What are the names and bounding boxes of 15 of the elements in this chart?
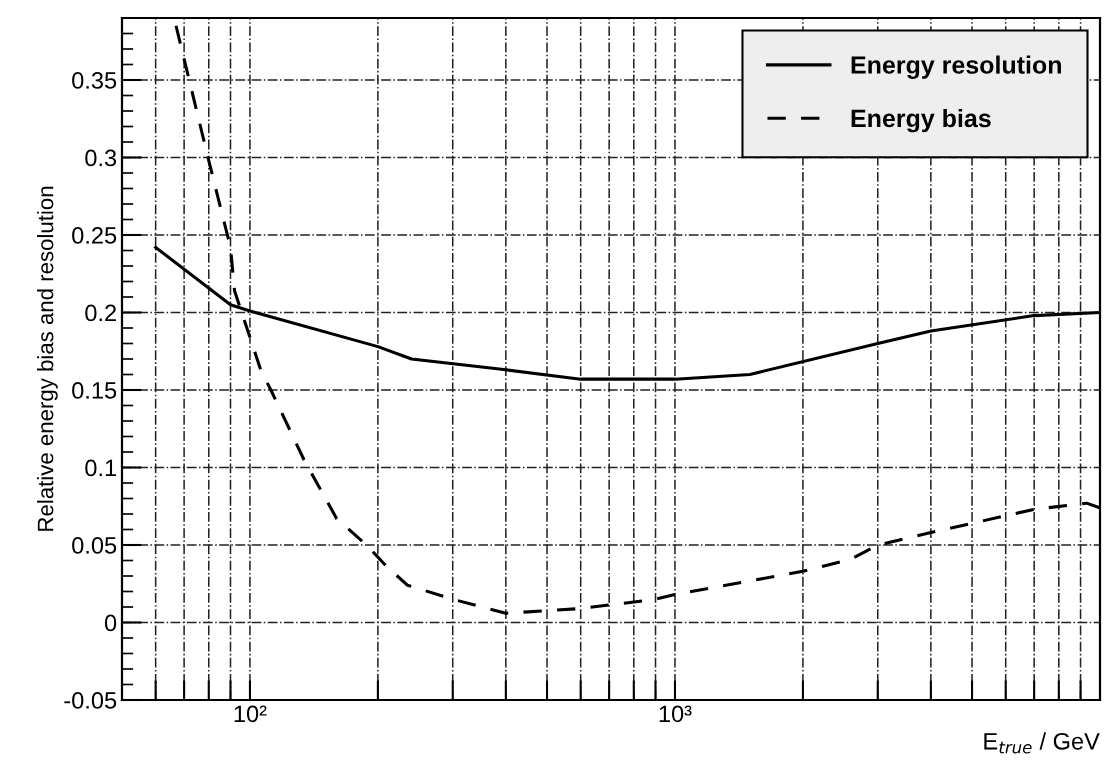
x-axis-title: E$_{true}$ / GeV xyxy=(984,732,1100,754)
y-tick-label: 0.35 xyxy=(72,72,117,89)
y-tick-label: 0.25 xyxy=(72,227,117,244)
y-tick-label: 0.2 xyxy=(85,304,116,322)
x-tick-label: 10³ xyxy=(659,705,692,723)
y-tick-label: 0.15 xyxy=(72,382,117,399)
legend-label: Energy resolution xyxy=(851,55,1061,79)
y-tick-label: 0 xyxy=(104,614,117,632)
y-tick-label: 0.1 xyxy=(85,459,116,477)
y-tick-label: -0.05 xyxy=(64,692,117,709)
x-tick-label: 10² xyxy=(234,705,267,723)
y-tick-label: 0.3 xyxy=(85,149,117,167)
y-tick-label: 0.05 xyxy=(72,537,117,554)
legend-label: Energy bias xyxy=(851,108,991,133)
y-axis-title: Relative energy bias and resolution xyxy=(37,186,58,531)
